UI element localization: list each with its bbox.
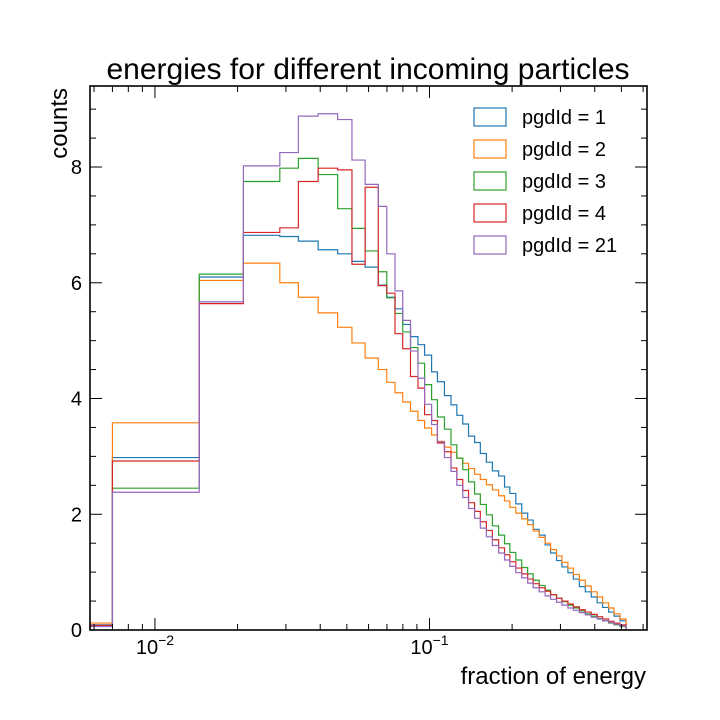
legend-swatch	[473, 139, 507, 159]
plot-area: 0 2 4 6 8 10−2 10−1	[71, 85, 648, 659]
x-tick-label: 10−1	[410, 632, 448, 659]
y-tick-label: 8	[71, 157, 82, 179]
histogram-series-1	[89, 234, 627, 630]
legend-swatch	[473, 171, 507, 191]
legend-entry: pgdId = 2	[522, 139, 606, 161]
legend-entry: pgdId = 1	[522, 107, 606, 129]
legend-entry: pgdId = 21	[522, 235, 617, 257]
y-tick-label: 4	[71, 389, 82, 411]
legend: pgdId = 1 pgdId = 2 pgdId = 3 pgdId = 4 pgdI…	[473, 107, 617, 257]
y-tick-label: 2	[71, 504, 82, 526]
y-axis-label: counts	[46, 88, 73, 159]
histogram-series-2	[89, 262, 627, 630]
x-axis-label: fraction of energy	[461, 663, 646, 690]
histogram-series-3	[89, 157, 627, 630]
y-tick-label: 6	[71, 273, 82, 295]
legend-swatch	[473, 235, 507, 255]
legend-entry: pgdId = 4	[522, 203, 606, 225]
y-tick-label: 0	[71, 620, 82, 642]
legend-entry: pgdId = 3	[522, 171, 606, 193]
x-tick-label: 10−2	[136, 632, 174, 659]
legend-swatch	[473, 203, 507, 223]
legend-swatch	[473, 107, 507, 127]
chart-title: energies for different incoming particle…	[106, 53, 629, 86]
histogram-series-4	[89, 167, 627, 630]
histogram-series-5	[89, 113, 627, 630]
